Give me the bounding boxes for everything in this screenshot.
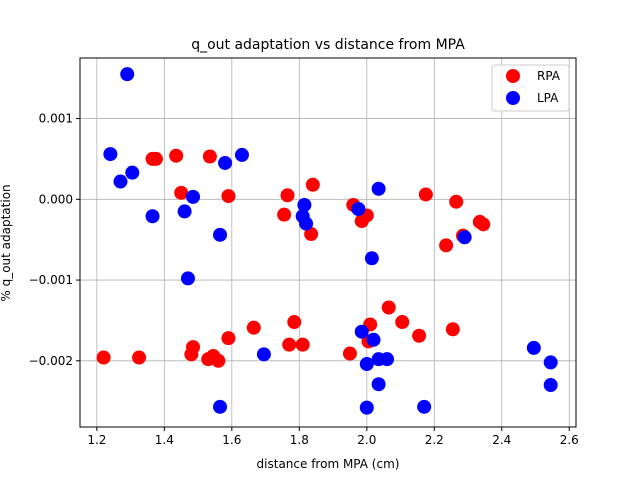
lpa-point bbox=[366, 332, 381, 347]
x-tick-label: 2.0 bbox=[357, 433, 376, 447]
axes-frame bbox=[79, 57, 577, 428]
series-lpa bbox=[103, 67, 558, 415]
rpa-point bbox=[449, 194, 464, 209]
lpa-point bbox=[234, 147, 249, 162]
lpa-point bbox=[351, 201, 366, 216]
lpa-point bbox=[354, 324, 369, 339]
lpa-point bbox=[103, 147, 118, 162]
lpa-point bbox=[125, 165, 140, 180]
rpa-point bbox=[221, 189, 236, 204]
rpa-point bbox=[395, 315, 410, 330]
rpa-point bbox=[287, 315, 302, 330]
lpa-point bbox=[180, 271, 195, 286]
legend-label-rpa: RPA bbox=[537, 69, 561, 83]
rpa-point bbox=[445, 322, 460, 337]
rpa-point bbox=[277, 207, 292, 222]
rpa-point bbox=[305, 177, 320, 192]
lpa-point bbox=[186, 189, 201, 204]
x-tick-label: 1.4 bbox=[155, 433, 174, 447]
rpa-point bbox=[148, 151, 163, 166]
lpa-point bbox=[371, 181, 386, 196]
rpa-point bbox=[221, 331, 236, 346]
legend: RPA LPA bbox=[491, 64, 570, 112]
grid bbox=[80, 58, 576, 427]
lpa-point bbox=[213, 399, 228, 414]
rpa-point bbox=[282, 337, 297, 352]
rpa-point bbox=[96, 350, 111, 365]
lpa-point bbox=[543, 378, 558, 393]
lpa-point bbox=[120, 67, 135, 82]
y-tick-label: −0.002 bbox=[29, 354, 73, 368]
rpa-point bbox=[342, 346, 357, 361]
lpa-point bbox=[526, 340, 541, 355]
lpa-point bbox=[457, 230, 472, 245]
lpa-point bbox=[113, 174, 128, 189]
lpa-point bbox=[359, 400, 374, 415]
lpa-point bbox=[299, 216, 314, 231]
lpa-point bbox=[218, 155, 233, 170]
y-tick-label: 0.001 bbox=[39, 112, 73, 126]
lpa-point bbox=[359, 357, 374, 372]
x-tick-label: 1.8 bbox=[290, 433, 309, 447]
chart-title: q_out adaptation vs distance from MPA bbox=[191, 37, 465, 53]
y-axis-ticks: 0.001 0.000 −0.001 −0.002 bbox=[29, 112, 80, 368]
x-axis-ticks: 1.2 1.4 1.6 1.8 2.0 2.2 2.4 2.6 bbox=[87, 427, 579, 447]
rpa-point bbox=[211, 353, 226, 368]
lpa-point bbox=[145, 209, 160, 224]
rpa-point bbox=[169, 148, 184, 163]
data-points bbox=[96, 67, 558, 415]
y-tick-label: 0.000 bbox=[39, 192, 73, 206]
lpa-point bbox=[380, 352, 395, 367]
rpa-point bbox=[186, 340, 201, 355]
lpa-point bbox=[297, 197, 312, 212]
lpa-point bbox=[177, 204, 192, 219]
x-tick-label: 2.4 bbox=[492, 433, 511, 447]
x-axis-label: distance from MPA (cm) bbox=[257, 457, 400, 471]
rpa-point bbox=[174, 185, 189, 200]
rpa-point bbox=[439, 238, 454, 253]
legend-label-lpa: LPA bbox=[537, 91, 559, 105]
rpa-point bbox=[381, 300, 396, 315]
y-tick-label: −0.001 bbox=[29, 273, 73, 287]
rpa-point bbox=[132, 350, 147, 365]
rpa-point bbox=[304, 227, 319, 242]
rpa-point bbox=[412, 328, 427, 343]
legend-marker-lpa bbox=[506, 91, 520, 105]
x-tick-label: 1.2 bbox=[87, 433, 106, 447]
y-axis-label: % q_out adaptation bbox=[0, 184, 13, 301]
lpa-point bbox=[371, 377, 386, 392]
lpa-point bbox=[213, 227, 228, 242]
x-tick-label: 2.6 bbox=[560, 433, 579, 447]
rpa-point bbox=[280, 188, 295, 203]
lpa-point bbox=[364, 251, 379, 266]
rpa-point bbox=[476, 217, 491, 232]
rpa-point bbox=[202, 149, 217, 164]
legend-marker-rpa bbox=[506, 69, 520, 83]
lpa-point bbox=[256, 347, 271, 362]
x-tick-label: 1.6 bbox=[222, 433, 241, 447]
rpa-point bbox=[246, 320, 261, 335]
lpa-point bbox=[543, 355, 558, 370]
plot-area bbox=[80, 58, 576, 427]
lpa-point bbox=[417, 399, 432, 414]
rpa-point bbox=[295, 337, 310, 352]
rpa-point bbox=[418, 187, 433, 202]
x-tick-label: 2.2 bbox=[425, 433, 444, 447]
